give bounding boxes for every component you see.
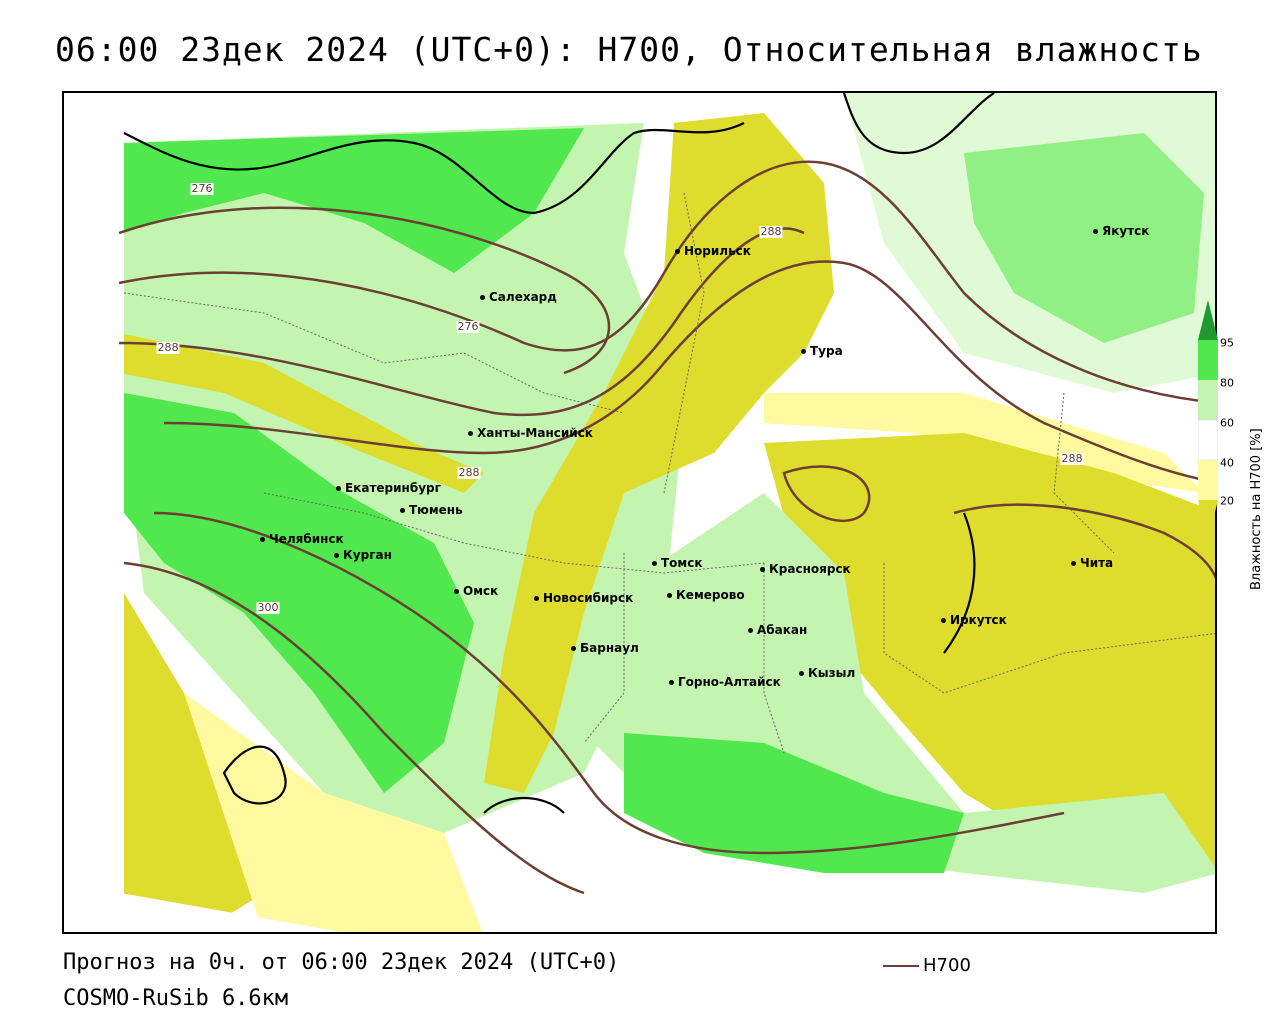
legend-tick: 95: [1220, 336, 1234, 350]
humidity-map: 276 276 288 288 288 288 300 Якутск Норил…: [62, 91, 1217, 934]
city-salekhard: Салехард: [480, 290, 557, 304]
no-data-top-left: [64, 93, 124, 932]
coastline: [123, 93, 995, 814]
isoline-key-label: H700: [923, 955, 971, 976]
dry-area-east: [764, 433, 1215, 873]
dry-band-west: [119, 333, 484, 493]
city-khanty-mansiysk: Ханты-Мансийск: [468, 426, 593, 440]
isoline-label: 300: [256, 601, 280, 614]
isoline-swatch: [883, 965, 919, 967]
h700-isolines: [118, 160, 1215, 895]
city-tyumen: Тюмень: [400, 503, 463, 517]
wet-area-south: [624, 733, 964, 873]
city-tomsk: Томск: [652, 556, 703, 570]
legend-tick: 20: [1220, 494, 1234, 508]
city-yekaterinburg: Екатеринбург: [336, 481, 441, 495]
pale-area-southwest: [184, 693, 483, 932]
city-norilsk: Норильск: [675, 244, 751, 258]
isoline-label: 288: [759, 225, 783, 238]
city-kyzyl: Кызыл: [799, 666, 855, 680]
isoline-key: H700: [883, 955, 971, 976]
moist-area-northeast: [844, 93, 1215, 393]
city-kurgan: Курган: [334, 548, 392, 562]
region-borders: [123, 192, 1215, 754]
isoline-label: 288: [156, 341, 180, 354]
map-canvas: [64, 93, 1215, 932]
city-novosibirsk: Новосибирск: [534, 591, 633, 605]
legend-tick: 40: [1220, 456, 1234, 470]
map-title: 06:00 23дек 2024 (UTC+0): H700, Относите…: [55, 30, 1203, 69]
dry-area-southwest: [124, 593, 264, 932]
wet-area-west: [124, 393, 474, 793]
city-chelyabinsk: Челябинск: [260, 532, 344, 546]
city-krasnoyarsk: Красноярск: [760, 562, 851, 576]
city-tura: Тура: [801, 344, 843, 358]
legend-tick: 60: [1220, 416, 1234, 430]
city-irkutsk: Иркутск: [941, 613, 1007, 627]
city-kemerovo: Кемерово: [667, 588, 745, 602]
forecast-caption: Прогноз на 0ч. от 06:00 23дек 2024 (UTC+…: [63, 950, 620, 975]
humidity-colorbar: [1198, 300, 1218, 540]
legend-axis-label: Влажность на H700 [%]: [1249, 428, 1264, 590]
isoline-label: 276: [456, 320, 480, 333]
isoline-label: 276: [190, 182, 214, 195]
dry-band-central: [484, 113, 834, 793]
city-yakutsk: Якутск: [1093, 224, 1149, 238]
legend-tick: 80: [1220, 376, 1234, 390]
isoline-label: 288: [457, 466, 481, 479]
isoline-label: 288: [1060, 452, 1084, 465]
city-gorno-altaysk: Горно-Алтайск: [669, 675, 781, 689]
city-chita: Чита: [1071, 556, 1113, 570]
city-omsk: Омск: [454, 584, 498, 598]
city-barnaul: Барнаул: [571, 641, 639, 655]
city-abakan: Абакан: [748, 623, 807, 637]
model-caption: COSMO-RuSib 6.6км: [63, 986, 289, 1011]
